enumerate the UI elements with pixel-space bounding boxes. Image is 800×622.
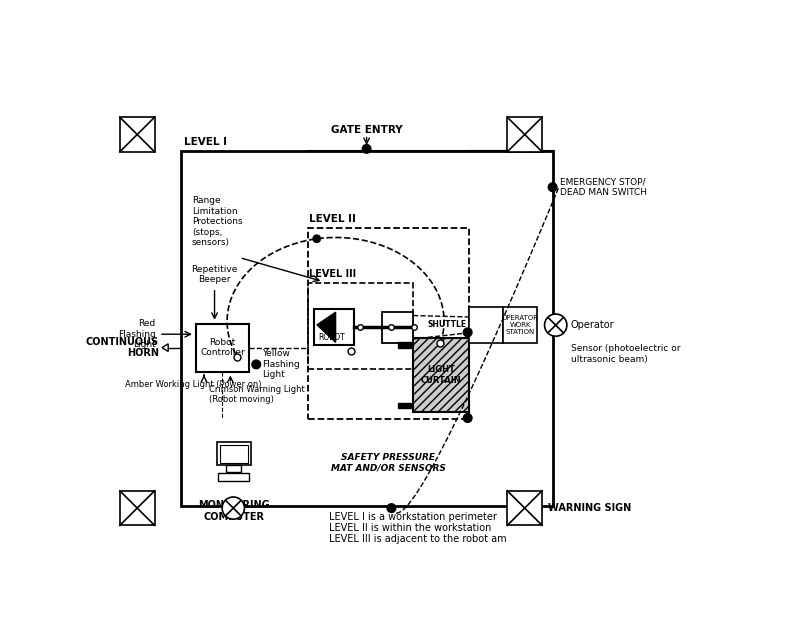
Ellipse shape	[545, 314, 567, 337]
Text: LEVEL I is a workstation perimeter: LEVEL I is a workstation perimeter	[330, 513, 498, 522]
Bar	[196, 323, 249, 371]
Bar	[181, 151, 553, 506]
Text: LEVEL III is adjacent to the robot am: LEVEL III is adjacent to the robot am	[330, 534, 507, 544]
Text: MONITORING
COMPUTER: MONITORING COMPUTER	[198, 500, 270, 521]
Text: Yellow
Flashing
Light: Yellow Flashing Light	[262, 350, 300, 379]
Text: SHUTTLE: SHUTTLE	[428, 320, 467, 330]
Bar	[120, 118, 154, 152]
Bar	[413, 338, 469, 412]
Text: Range
Limitation
Protections
(stops,
sensors): Range Limitation Protections (stops, sen…	[192, 197, 242, 247]
Bar	[226, 465, 242, 472]
Bar	[308, 283, 413, 369]
Bar	[218, 473, 250, 481]
Bar	[308, 228, 469, 419]
Text: ROBOT: ROBOT	[318, 333, 345, 342]
Bar	[398, 402, 411, 409]
Bar	[469, 151, 553, 506]
Ellipse shape	[463, 414, 472, 422]
Ellipse shape	[548, 183, 557, 192]
Text: GATE ENTRY: GATE ENTRY	[330, 126, 402, 136]
Text: OPERATOR
WORK
STATION: OPERATOR WORK STATION	[502, 315, 538, 335]
Bar	[120, 491, 154, 526]
Text: SAFETY PRESSURE
MAT AND/OR SENSORS: SAFETY PRESSURE MAT AND/OR SENSORS	[331, 453, 446, 472]
Text: LEVEL II: LEVEL II	[309, 214, 356, 224]
Bar	[314, 309, 354, 345]
Text: LIGHT
CURTAIN: LIGHT CURTAIN	[421, 366, 462, 385]
Text: Red
Flashing
Light: Red Flashing Light	[118, 319, 156, 349]
Polygon shape	[317, 312, 336, 342]
Bar	[308, 419, 469, 506]
Polygon shape	[162, 344, 168, 351]
Ellipse shape	[463, 328, 472, 337]
Text: Operator: Operator	[570, 320, 614, 330]
Ellipse shape	[313, 235, 321, 243]
Ellipse shape	[387, 504, 396, 513]
Text: WARNING SIGN: WARNING SIGN	[548, 503, 631, 513]
Text: LEVEL I: LEVEL I	[184, 137, 226, 147]
Bar	[507, 118, 542, 152]
Bar	[220, 445, 247, 463]
Ellipse shape	[252, 360, 261, 369]
Text: Crimson Warning Light
(Robot moving): Crimson Warning Light (Robot moving)	[210, 385, 305, 404]
Text: Robot
Controller: Robot Controller	[200, 338, 245, 357]
Text: Repetitive
Beeper: Repetitive Beeper	[191, 265, 238, 284]
Text: LEVEL III: LEVEL III	[309, 269, 356, 279]
Ellipse shape	[222, 497, 245, 519]
Text: Amber Working Light (Power on): Amber Working Light (Power on)	[125, 379, 262, 389]
Bar	[308, 151, 512, 233]
Bar	[398, 342, 411, 348]
Bar	[507, 491, 542, 526]
Bar	[382, 312, 413, 343]
Bar	[469, 307, 503, 343]
Bar	[217, 442, 250, 465]
Text: Sensor (photoelectric or
ultrasonic beam): Sensor (photoelectric or ultrasonic beam…	[570, 345, 680, 364]
Bar	[503, 307, 537, 343]
Text: LEVEL II is within the workstation: LEVEL II is within the workstation	[330, 523, 492, 533]
Ellipse shape	[362, 144, 371, 153]
Text: CONTINUOUS
HORN: CONTINUOUS HORN	[86, 337, 159, 358]
Text: EMERGENCY STOP/
DEAD MAN SWITCH: EMERGENCY STOP/ DEAD MAN SWITCH	[560, 177, 647, 197]
